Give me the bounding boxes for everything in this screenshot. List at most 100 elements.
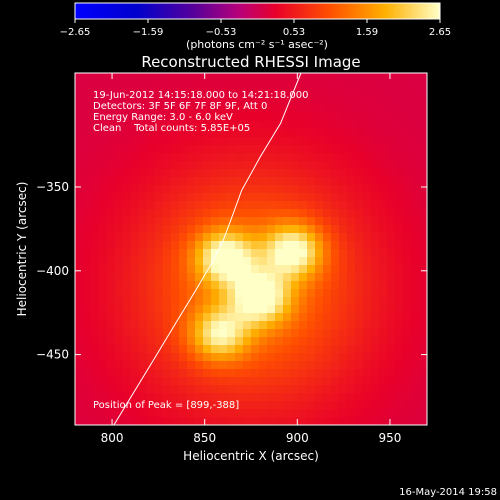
- y-tick-label: −350: [36, 180, 69, 194]
- heatmap-cell: [155, 137, 164, 146]
- heatmap-cell: [251, 81, 260, 90]
- heatmap-cell: [123, 177, 132, 186]
- annotation-time: 19-Jun-2012 14:15:18.000 to 14:21:18.000: [93, 90, 309, 101]
- heatmap-cell: [275, 81, 284, 90]
- heatmap-cell: [387, 89, 396, 98]
- heatmap-cell: [155, 313, 164, 322]
- heatmap-cell: [83, 225, 92, 234]
- heatmap-cell: [275, 233, 284, 242]
- heatmap-cell: [355, 113, 364, 122]
- heatmap-cell: [323, 377, 332, 386]
- heatmap-cell: [315, 121, 324, 130]
- heatmap-cell: [91, 273, 100, 282]
- heatmap-cell: [99, 361, 108, 370]
- heatmap-cell: [107, 169, 116, 178]
- heatmap-cell: [107, 417, 116, 425]
- heatmap-cell: [403, 377, 412, 386]
- heatmap-cell: [395, 81, 404, 90]
- heatmap-cell: [187, 257, 196, 266]
- heatmap-cell: [331, 185, 340, 194]
- heatmap-cell: [379, 121, 388, 130]
- heatmap-cell: [291, 297, 300, 306]
- heatmap-cell: [91, 361, 100, 370]
- heatmap-cell: [355, 121, 364, 130]
- heatmap-cell: [179, 305, 188, 314]
- heatmap-cell: [219, 377, 228, 386]
- heatmap-cell: [99, 113, 108, 122]
- heatmap-cell: [395, 345, 404, 354]
- heatmap-cell: [411, 145, 420, 154]
- heatmap-cell: [259, 81, 268, 90]
- heatmap-cell: [315, 401, 324, 410]
- heatmap-cell: [163, 129, 172, 138]
- heatmap-cell: [331, 281, 340, 290]
- heatmap-cell: [347, 137, 356, 146]
- heatmap-cell: [123, 153, 132, 162]
- heatmap-cell: [331, 409, 340, 418]
- heatmap-cell: [123, 225, 132, 234]
- heatmap-cell: [299, 297, 308, 306]
- heatmap-cell: [387, 81, 396, 90]
- heatmap-cell: [395, 145, 404, 154]
- heatmap-cell: [275, 129, 284, 138]
- heatmap-cell: [187, 225, 196, 234]
- heatmap-cell: [83, 113, 92, 122]
- heatmap-cell: [411, 217, 420, 226]
- heatmap-cell: [235, 393, 244, 402]
- heatmap-cell: [259, 241, 268, 250]
- heatmap-cell: [123, 97, 132, 106]
- heatmap-cell: [323, 249, 332, 258]
- heatmap-cell: [363, 329, 372, 338]
- heatmap-cell: [379, 225, 388, 234]
- heatmap-cell: [315, 281, 324, 290]
- heatmap-cell: [379, 417, 388, 425]
- heatmap-cell: [419, 81, 427, 90]
- heatmap-cell: [131, 201, 140, 210]
- heatmap-cell: [123, 129, 132, 138]
- heatmap-cell: [283, 257, 292, 266]
- heatmap-cell: [99, 209, 108, 218]
- heatmap-cell: [211, 273, 220, 282]
- heatmap-cell: [211, 409, 220, 418]
- heatmap-cell: [211, 393, 220, 402]
- heatmap-cell: [195, 417, 204, 425]
- heatmap-cell: [227, 217, 236, 226]
- heatmap-cell: [339, 81, 348, 90]
- heatmap-cell: [363, 241, 372, 250]
- heatmap-cell: [251, 273, 260, 282]
- colorbar-tick-label: 2.65: [429, 27, 451, 38]
- heatmap-cell: [155, 393, 164, 402]
- heatmap-cell: [163, 97, 172, 106]
- heatmap-cell: [139, 153, 148, 162]
- heatmap-cell: [163, 257, 172, 266]
- heatmap-cell: [83, 201, 92, 210]
- heatmap-cell: [299, 273, 308, 282]
- heatmap-cell: [187, 241, 196, 250]
- heatmap-cell: [99, 89, 108, 98]
- heatmap-cell: [123, 385, 132, 394]
- heatmap-cell: [235, 73, 244, 82]
- heatmap-cell: [339, 105, 348, 114]
- heatmap-cell: [371, 417, 380, 425]
- heatmap-cell: [283, 113, 292, 122]
- heatmap-cell: [147, 337, 156, 346]
- heatmap-cell: [115, 121, 124, 130]
- heatmap-cell: [347, 401, 356, 410]
- heatmap-cell: [387, 417, 396, 425]
- heatmap-cell: [387, 193, 396, 202]
- heatmap-cell: [251, 321, 260, 330]
- heatmap-cell: [299, 193, 308, 202]
- heatmap-cell: [251, 377, 260, 386]
- heatmap-cell: [395, 177, 404, 186]
- heatmap-cell: [403, 113, 412, 122]
- heatmap-cell: [75, 73, 84, 82]
- heatmap-cell: [179, 297, 188, 306]
- heatmap-cell: [339, 137, 348, 146]
- heatmap-cell: [91, 217, 100, 226]
- heatmap-cell: [395, 329, 404, 338]
- heatmap-cell: [115, 89, 124, 98]
- heatmap-cell: [91, 417, 100, 425]
- heatmap-cell: [267, 233, 276, 242]
- heatmap-cell: [219, 313, 228, 322]
- heatmap-cell: [387, 105, 396, 114]
